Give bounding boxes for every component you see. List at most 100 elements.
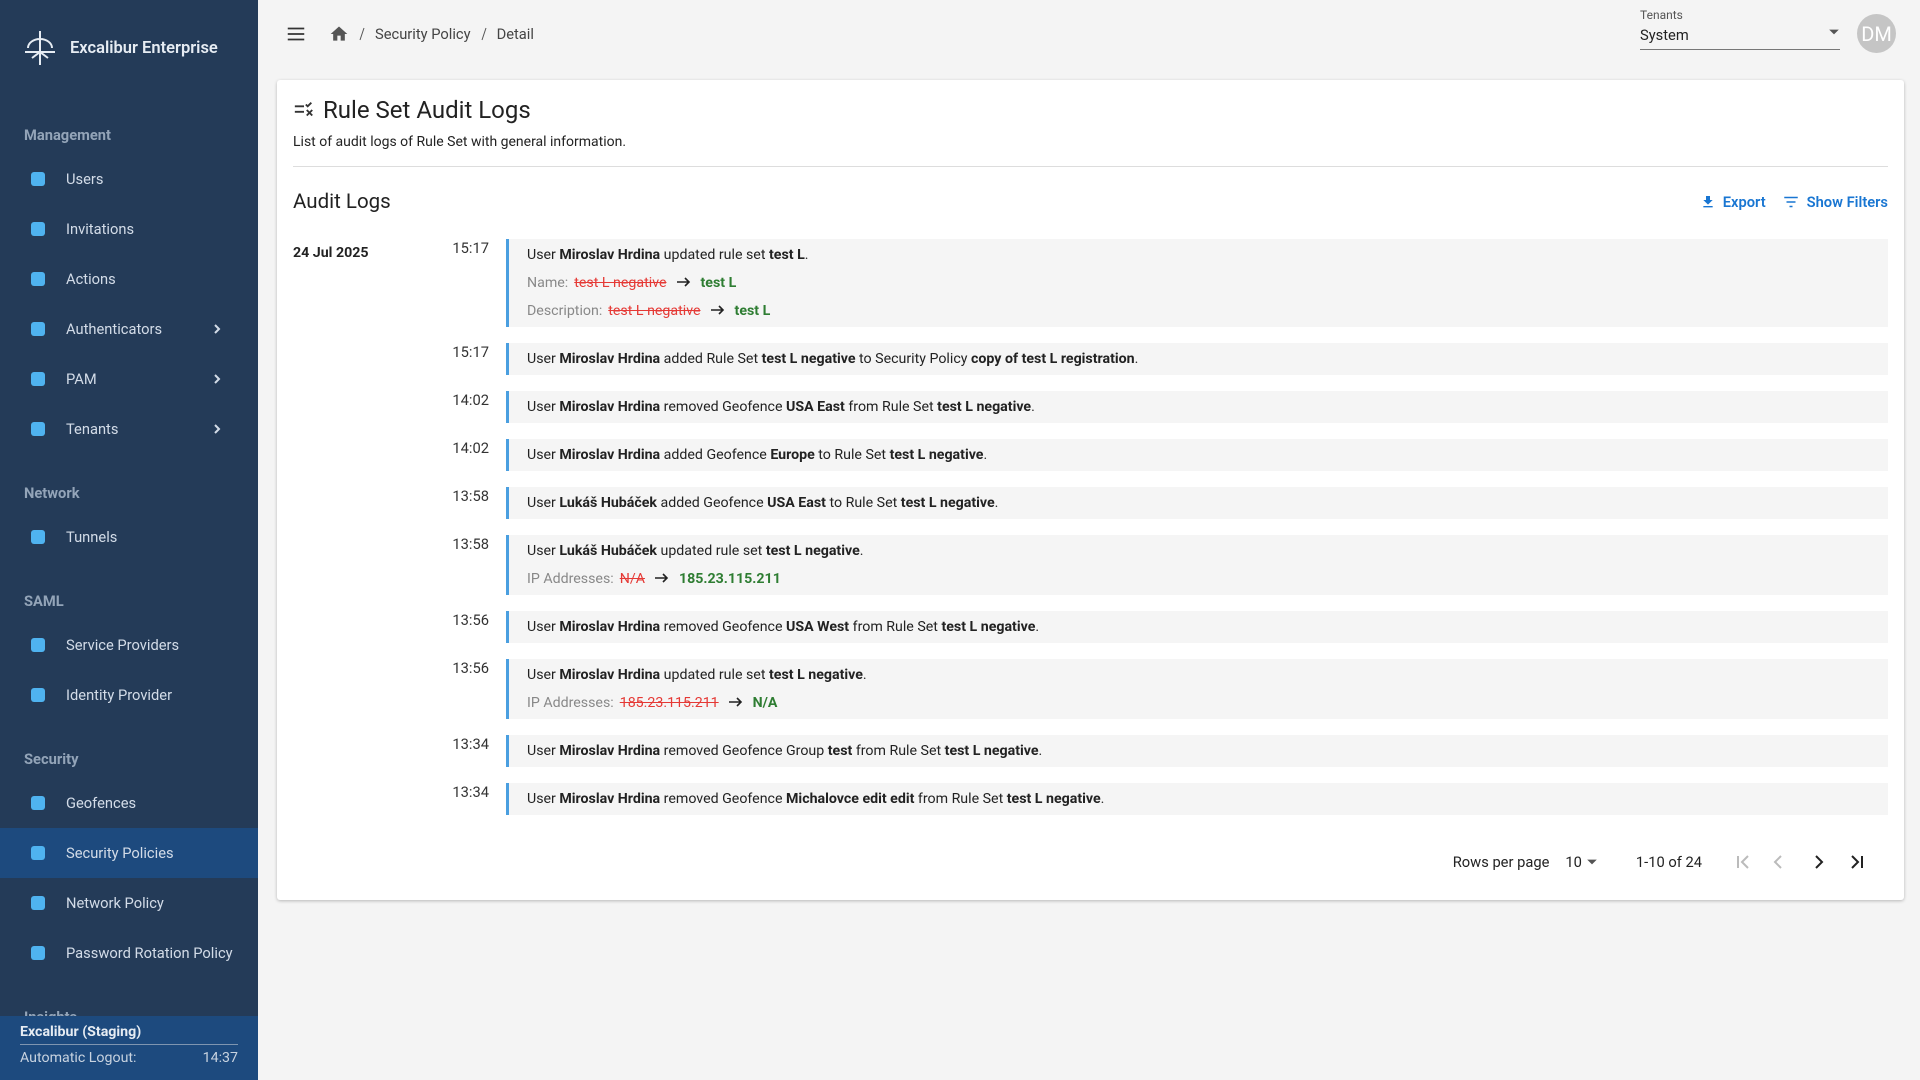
breadcrumbs: Security Policy Detail [329, 24, 534, 44]
message-part: from Rule Set [852, 743, 945, 759]
export-button[interactable]: Export [1700, 193, 1766, 211]
message-part: updated rule set [657, 543, 766, 559]
menu-icon [31, 846, 45, 860]
menu-item[interactable]: Password Rotation Policy [0, 928, 258, 978]
message-part: Miroslav Hrdina [559, 619, 661, 635]
message-part: from Rule Set [849, 619, 942, 635]
menu-item[interactable]: Invitations [0, 204, 258, 254]
log-message: User Miroslav Hrdina removed Geofence Gr… [527, 737, 1870, 765]
crumb-separator [359, 27, 365, 40]
menu-icon [31, 422, 45, 436]
change-arrow [728, 697, 742, 707]
breadcrumb[interactable]: Security Policy [375, 24, 471, 43]
menu-item[interactable]: Identity Provider [0, 670, 258, 720]
menu-icon [31, 272, 45, 286]
log-entry: 14:02 User Miroslav Hrdina removed Geofen… [452, 391, 1888, 423]
log-message: User Miroslav Hrdina removed Geofence US… [527, 613, 1870, 641]
change-label: IP Addresses: [527, 571, 614, 587]
message-part: USA West [786, 619, 850, 635]
menu-toggle[interactable] [285, 23, 307, 45]
menu-item[interactable]: Authenticators [0, 304, 258, 354]
message-part: . [1035, 619, 1040, 635]
menu-label: Tunnels [66, 528, 118, 546]
menu-label: Invitations [66, 220, 135, 238]
log-change: IP Addresses: 185.23.115.211 N/A [527, 689, 1870, 717]
tenant-select[interactable]: Tenants System [1640, 8, 1840, 50]
message-part: User [527, 351, 560, 367]
menu-icon [31, 530, 45, 544]
message-part: Miroslav Hrdina [559, 667, 661, 683]
log-time: 13:34 [452, 735, 489, 753]
new-value: test L [734, 303, 771, 319]
log-entry: 13:56 User Miroslav Hrdina updated rule s… [452, 659, 1888, 719]
message-part: User [527, 667, 560, 683]
message-part: . [862, 667, 867, 683]
log-time: 13:58 [452, 535, 489, 553]
message-part: updated rule set [660, 247, 769, 263]
message-part: . [1100, 791, 1105, 807]
new-value: N/A [752, 695, 778, 711]
brand[interactable]: Excalibur Enterprise [0, 0, 258, 96]
menu-item[interactable]: PAM [0, 354, 258, 404]
log-time: 15:17 [452, 239, 489, 257]
message-part: . [1134, 351, 1139, 367]
rows-select[interactable]: 10 [1565, 853, 1598, 871]
log-message: User Lukáš Hubáček added Geofence USA Ea… [527, 489, 1870, 517]
message-part: Miroslav Hrdina [559, 447, 661, 463]
message-part: test L negative [1006, 791, 1101, 807]
menu-item[interactable]: Tunnels [0, 512, 258, 562]
menu-item[interactable]: Actions [0, 254, 258, 304]
menu-label: PAM [66, 370, 97, 388]
dropdown-icon [1829, 29, 1839, 35]
message-part: USA East [767, 495, 826, 511]
menu-icon [31, 172, 45, 186]
message-part: User [527, 743, 560, 759]
message-part: removed Geofence [660, 619, 787, 635]
expand-icon [214, 374, 221, 384]
menu-icon [31, 688, 45, 702]
title-icon [294, 102, 313, 117]
log-time: 14:02 [452, 439, 489, 457]
menu-item[interactable]: Geofences [0, 778, 258, 828]
log-time: 13:58 [452, 487, 489, 505]
message-part: removed Geofence [660, 791, 787, 807]
menu-icon [31, 372, 45, 386]
menu-icon [31, 946, 45, 960]
menu-label: Authenticators [66, 320, 163, 338]
menu-item[interactable]: Security Policies [0, 828, 258, 878]
sidebar-footer: Excalibur (Staging) Automatic Logout: 14:… [0, 1016, 258, 1080]
log-time: 13:34 [452, 783, 489, 801]
avatar[interactable]: DM [1857, 14, 1896, 53]
expand-icon [214, 424, 221, 434]
menu-item[interactable]: Tenants [0, 404, 258, 454]
message-part: Michalovce edit edit [786, 791, 915, 807]
message-part: User [527, 447, 560, 463]
tenant-label: Tenants [1640, 8, 1683, 22]
page-subtitle: List of audit logs of Rule Set with gene… [293, 134, 1888, 167]
message-part: Miroslav Hrdina [559, 743, 661, 759]
home-icon[interactable] [329, 24, 349, 44]
log-box: User Miroslav Hrdina added Rule Set test… [506, 343, 1888, 375]
page-buttons[interactable] [1728, 850, 1888, 874]
log-entry: 13:58 User Lukáš Hubáček updated rule set… [452, 535, 1888, 595]
message-part: User [527, 791, 560, 807]
message-part: added Rule Set [660, 351, 762, 367]
brand-name: Excalibur Enterprise [70, 38, 218, 58]
message-part: Europe [770, 447, 815, 463]
new-value: 185.23.115.211 [678, 571, 781, 587]
message-part: test L negative [889, 447, 984, 463]
old-value: test L negative [574, 275, 667, 291]
log-message: User Miroslav Hrdina updated rule set te… [527, 661, 1870, 689]
old-value: N/A [619, 571, 645, 587]
menu-section: Security [24, 750, 79, 768]
page-title: Rule Set Audit Logs [323, 96, 531, 124]
change-arrow [710, 305, 724, 315]
menu-item[interactable]: Network Policy [0, 878, 258, 928]
menu-item[interactable]: Users [0, 154, 258, 204]
filters-button[interactable]: Show Filters [1782, 193, 1888, 211]
menu-label: Geofences [66, 794, 137, 812]
log-change: Name: test L negative test L [527, 269, 1870, 297]
message-part: to Security Policy [855, 351, 971, 367]
menu-item[interactable]: Service Providers [0, 620, 258, 670]
log-box: User Miroslav Hrdina updated rule set te… [506, 239, 1888, 327]
